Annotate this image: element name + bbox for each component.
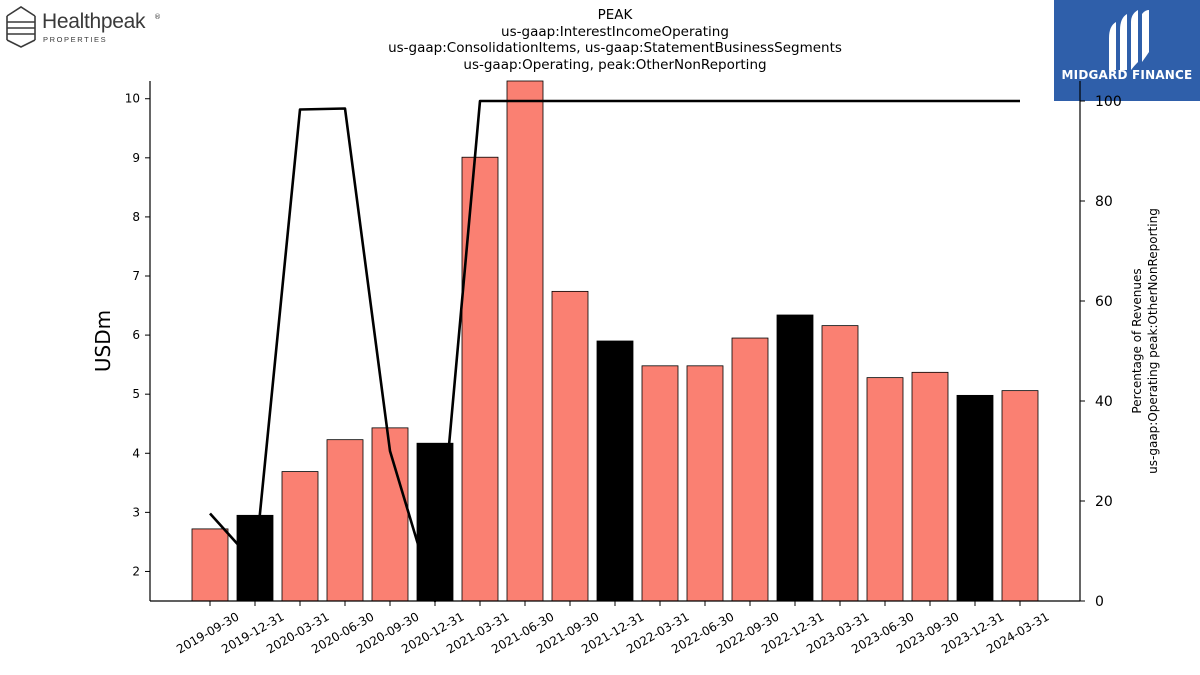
bar — [506, 80, 544, 602]
midgard-logo-icon — [1109, 10, 1149, 70]
y-tick-label: 3 — [132, 505, 140, 519]
y2-tick-label: 100 — [1095, 94, 1122, 110]
bar — [461, 156, 499, 602]
midgard-logo-name: MIDGARD FINANCE — [1061, 68, 1193, 82]
bar — [551, 290, 589, 602]
bar — [281, 471, 319, 602]
chart-title: PEAK us-gaap:InterestIncomeOperating us-… — [365, 7, 865, 73]
y2-axis-label: Percentage of Revenues — [1130, 268, 1144, 413]
bar — [776, 314, 814, 602]
bar — [821, 325, 859, 602]
bar — [731, 337, 769, 602]
y-tick-label: 2 — [132, 564, 140, 578]
healthpeak-logo-icon — [6, 6, 36, 48]
chart-title-line: PEAK — [597, 7, 633, 23]
bar — [686, 365, 724, 602]
healthpeak-logo-reg: ® — [154, 13, 161, 21]
bar — [191, 528, 229, 602]
chart-title-line: us-gaap:InterestIncomeOperating — [501, 23, 729, 40]
bar — [641, 365, 679, 602]
y2-tick-label: 80 — [1095, 194, 1113, 210]
healthpeak-logo-sub: PROPERTIES — [43, 35, 108, 44]
y-tick-label: 7 — [132, 269, 140, 283]
midgard-logo: MIDGARD FINANCE — [1054, 0, 1200, 101]
y2-tick-label: 40 — [1095, 394, 1113, 410]
bar — [956, 394, 994, 602]
bar — [1001, 390, 1039, 602]
bar — [326, 439, 364, 602]
y-tick-label: 6 — [132, 328, 140, 342]
y2-axis-label: us-gaap:Operating peak:OtherNonReporting — [1146, 208, 1160, 474]
y2-tick-label: 20 — [1095, 494, 1113, 510]
healthpeak-logo: Healthpeak ® PROPERTIES — [4, 4, 164, 48]
healthpeak-logo-name: Healthpeak — [42, 10, 146, 33]
y-tick-label: 10 — [125, 92, 140, 106]
bar — [371, 427, 409, 602]
series-line — [209, 99, 1020, 603]
y2-tick-label: 0 — [1095, 594, 1104, 610]
y-axis-label: USDm — [91, 310, 115, 372]
y-tick-label: 5 — [132, 387, 140, 401]
bar — [596, 340, 634, 602]
chart-title-line: us-gaap:Operating, peak:OtherNonReportin… — [463, 56, 767, 73]
y-tick-label: 4 — [132, 446, 140, 460]
bar — [911, 371, 949, 602]
y2-tick-label: 60 — [1095, 294, 1113, 310]
bar — [866, 377, 904, 602]
y-tick-label: 9 — [132, 151, 140, 165]
y-tick-label: 8 — [132, 210, 140, 224]
chart-title-line: us-gaap:ConsolidationItems, us-gaap:Stat… — [388, 40, 842, 56]
